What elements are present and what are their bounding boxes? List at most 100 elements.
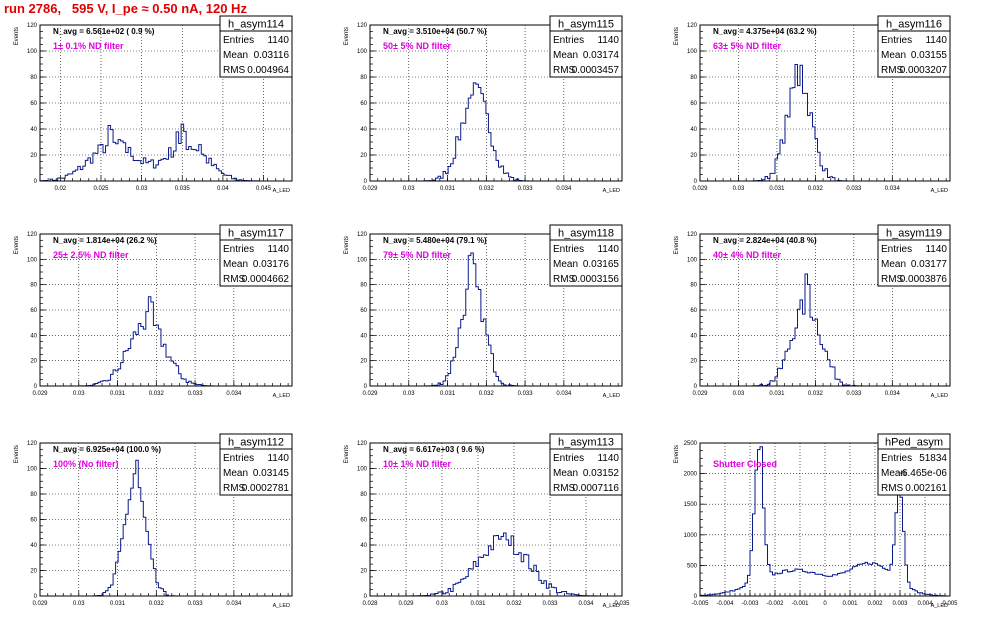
stats-label: RMS <box>881 483 904 494</box>
histogram-series <box>700 63 950 182</box>
filter-annotation: 40± 4% ND filter <box>713 250 781 260</box>
x-tick-label: 0.03 <box>73 601 85 607</box>
y-tick-label: 40 <box>30 127 37 133</box>
stats-label: RMS <box>553 274 576 285</box>
y-tick-label: 60 <box>30 518 37 524</box>
stats-label: Mean <box>881 468 906 479</box>
histogram-name: h_asym119 <box>886 228 942 240</box>
stats-box <box>877 448 951 496</box>
stats-label: RMS <box>223 483 246 494</box>
stats-value: 0.03155 <box>911 50 948 61</box>
x-tick-label: 0.034 <box>556 391 572 397</box>
histogram-panel-h_asym114: 0.02 0.025 0.03 0.035 0.04 0.045 A_LED 0 20 40 60 8… <box>14 15 293 194</box>
x-tick-label: 0.03 <box>136 186 148 192</box>
x-axis-label: A_LED <box>603 603 620 609</box>
x-tick-label: 0.033 <box>518 186 534 192</box>
y-tick-label: 100 <box>687 257 698 263</box>
y-tick-label: 60 <box>690 101 697 107</box>
y-tick-label: 40 <box>690 127 697 133</box>
stats-box <box>219 30 293 78</box>
stats-box <box>549 239 623 287</box>
y-tick-label: 100 <box>357 49 368 55</box>
y-tick-label: 20 <box>360 569 367 575</box>
histogram-panel-h_asym112: 0.029 0.03 0.031 0.032 0.033 0.034 A_LED 0 20 40 6… <box>14 433 293 609</box>
histogram-name: h_asym117 <box>228 228 284 240</box>
x-axis-label: A_LED <box>273 393 290 399</box>
y-tick-label: 20 <box>30 569 37 575</box>
y-tick-label: 80 <box>360 75 367 81</box>
filter-annotation: 63± 5% ND filter <box>713 41 781 51</box>
stats-label: RMS <box>881 65 904 76</box>
stats-value: 0.0003207 <box>900 65 948 76</box>
y-tick-label: 100 <box>357 467 368 473</box>
x-tick-label: 0.032 <box>808 391 824 397</box>
x-tick-label: 0.031 <box>110 391 126 397</box>
stats-value: 1140 <box>597 35 619 46</box>
y-tick-label: 40 <box>30 333 37 339</box>
stats-label: Entries <box>553 453 584 464</box>
y-tick-label: 1500 <box>684 502 698 508</box>
y-tick-label: 60 <box>30 101 37 107</box>
x-tick-label: 0.03 <box>733 186 745 192</box>
stats-label: Mean <box>881 50 906 61</box>
stats-label: RMS <box>553 65 576 76</box>
x-tick-label: 0.031 <box>470 601 486 607</box>
stats-value: 0.0003457 <box>572 65 620 76</box>
y-tick-label: 0 <box>34 179 38 185</box>
stats-value: 1140 <box>597 453 619 464</box>
x-tick-label: 0.034 <box>885 186 901 192</box>
histogram-panel-h_asym119: 0.029 0.03 0.031 0.032 0.033 0.034 A_LED 0 20 40 6… <box>674 224 951 399</box>
stats-value: 0.0003876 <box>900 274 948 285</box>
y-tick-label: 0 <box>364 594 368 600</box>
x-tick-label: 0.03 <box>733 391 745 397</box>
stats-label: Entries <box>881 35 912 46</box>
y-tick-label: 20 <box>360 359 367 365</box>
filter-annotation: 1± 0.1% ND filter <box>53 41 124 51</box>
stats-label: Entries <box>223 453 254 464</box>
y-tick-label: 0 <box>694 179 698 185</box>
x-tick-label: 0.032 <box>149 601 165 607</box>
y-tick-label: 40 <box>690 333 697 339</box>
y-tick-label: 60 <box>690 308 697 314</box>
y-axis-label: Events <box>14 445 20 463</box>
stats-label: Mean <box>553 50 578 61</box>
x-tick-label: 0.031 <box>769 391 785 397</box>
y-tick-label: 120 <box>27 441 38 447</box>
stats-value: 0.03174 <box>583 50 620 61</box>
x-tick-label: 0.002 <box>867 601 883 607</box>
x-tick-label: 0.032 <box>479 186 495 192</box>
stats-value: 1140 <box>267 453 289 464</box>
x-tick-label: 0.02 <box>54 186 66 192</box>
y-tick-label: 80 <box>360 283 367 289</box>
navg-label: N_avg = 6.561e+02 ( 0.9 %) <box>53 27 155 36</box>
x-tick-label: 0.033 <box>846 186 862 192</box>
x-tick-label: 0.031 <box>440 186 456 192</box>
x-tick-label: 0.029 <box>32 391 48 397</box>
x-tick-label: 0.032 <box>479 391 495 397</box>
page-title: run 2786, 595 V, I_pe ≈ 0.50 nA, 120 Hz <box>4 1 247 16</box>
histogram-series <box>370 532 622 597</box>
x-tick-label: 0.033 <box>542 601 558 607</box>
x-tick-label: 0.033 <box>188 391 204 397</box>
histogram-panel-hPed_asym: -0.005 -0.004 -0.003 -0.002 -0.001 0 0.001 0.00… <box>674 433 958 609</box>
y-tick-label: 100 <box>27 257 38 263</box>
stats-value: 0.0002781 <box>242 483 290 494</box>
x-tick-label: 0.032 <box>506 601 522 607</box>
x-tick-label: 0.032 <box>149 391 165 397</box>
y-tick-label: 40 <box>30 543 37 549</box>
stats-value: 1140 <box>267 35 289 46</box>
x-tick-label: 0.032 <box>808 186 824 192</box>
filter-annotation: 10± 1% ND filter <box>383 459 451 469</box>
x-tick-label: 0.035 <box>175 186 191 192</box>
x-tick-label: 0.029 <box>362 186 378 192</box>
histogram-name: h_asym118 <box>558 228 614 240</box>
stats-label: RMS <box>223 65 246 76</box>
y-axis-label: Events <box>344 27 350 45</box>
y-tick-label: 80 <box>360 492 367 498</box>
stats-value: 1140 <box>925 35 947 46</box>
y-tick-label: 80 <box>690 283 697 289</box>
stats-label: Entries <box>553 244 584 255</box>
x-axis-label: A_LED <box>273 188 290 194</box>
y-tick-label: 60 <box>30 308 37 314</box>
stats-value: 0.0007116 <box>572 483 619 494</box>
